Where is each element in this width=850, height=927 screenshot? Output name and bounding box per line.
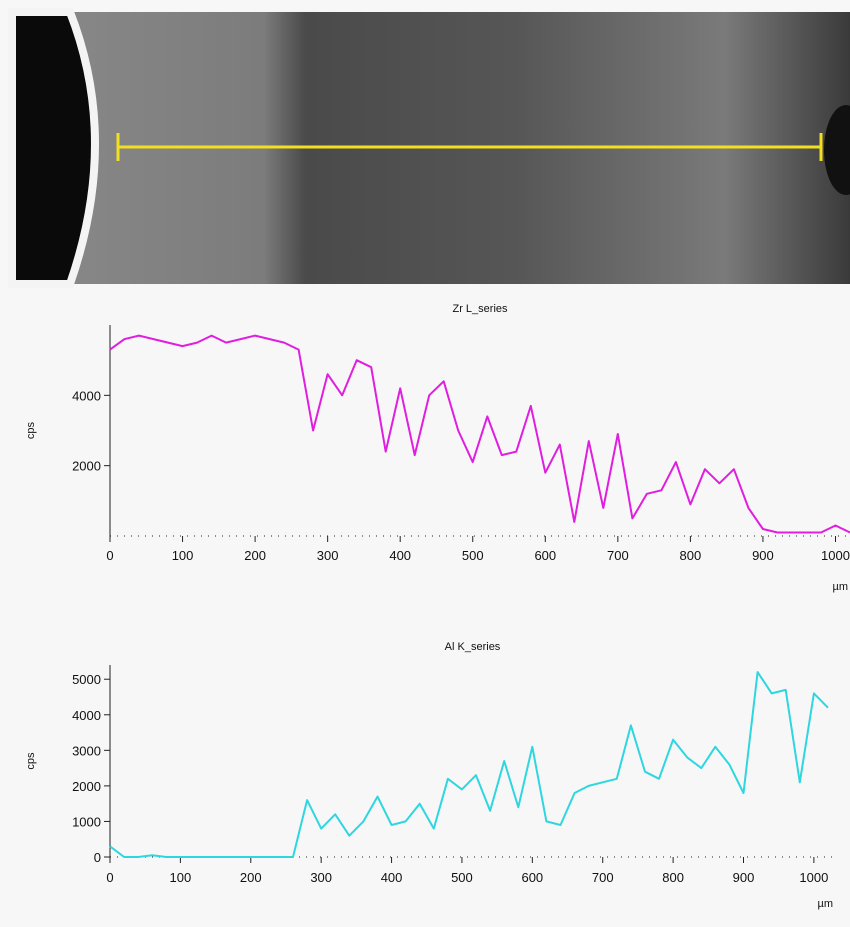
x-axis-unit: µm <box>817 898 833 910</box>
chart-title: Al K_series <box>445 641 501 653</box>
y-tick-label: 3000 <box>72 743 101 758</box>
x-tick-label: 1000 <box>821 548 850 563</box>
y-tick-label: 1000 <box>72 814 101 829</box>
y-tick-label: 0 <box>94 850 101 865</box>
y-axis-label: cps <box>25 421 37 439</box>
y-tick-label: 4000 <box>72 708 101 723</box>
x-tick-label: 200 <box>240 870 262 885</box>
y-tick-label: 5000 <box>72 672 101 687</box>
x-tick-label: 500 <box>451 870 473 885</box>
y-tick-label: 4000 <box>72 388 101 403</box>
chart-title: Zr L_series <box>452 303 508 315</box>
sem-pore <box>12 12 95 284</box>
x-tick-label: 0 <box>106 548 113 563</box>
x-tick-label: 900 <box>733 870 755 885</box>
x-tick-label: 800 <box>680 548 702 563</box>
y-axis-label: cps <box>25 752 37 770</box>
x-tick-label: 600 <box>521 870 543 885</box>
x-tick-label: 400 <box>381 870 403 885</box>
x-tick-label: 300 <box>310 870 332 885</box>
y-tick-label: 2000 <box>72 459 101 474</box>
x-tick-label: 900 <box>752 548 774 563</box>
x-tick-label: 1000 <box>799 870 828 885</box>
y-tick-label: 2000 <box>72 779 101 794</box>
x-tick-label: 800 <box>662 870 684 885</box>
x-tick-label: 100 <box>170 870 192 885</box>
x-tick-label: 700 <box>592 870 614 885</box>
x-tick-label: 100 <box>172 548 194 563</box>
x-tick-label: 400 <box>389 548 411 563</box>
page: Zr L_seriescpsµm200040000100200300400500… <box>0 0 850 922</box>
x-tick-label: 200 <box>244 548 266 563</box>
x-tick-label: 300 <box>317 548 339 563</box>
x-tick-label: 600 <box>534 548 556 563</box>
x-tick-label: 500 <box>462 548 484 563</box>
x-tick-label: 700 <box>607 548 629 563</box>
x-tick-label: 0 <box>106 870 113 885</box>
sem-image <box>12 12 850 284</box>
x-axis-unit: µm <box>832 581 848 593</box>
